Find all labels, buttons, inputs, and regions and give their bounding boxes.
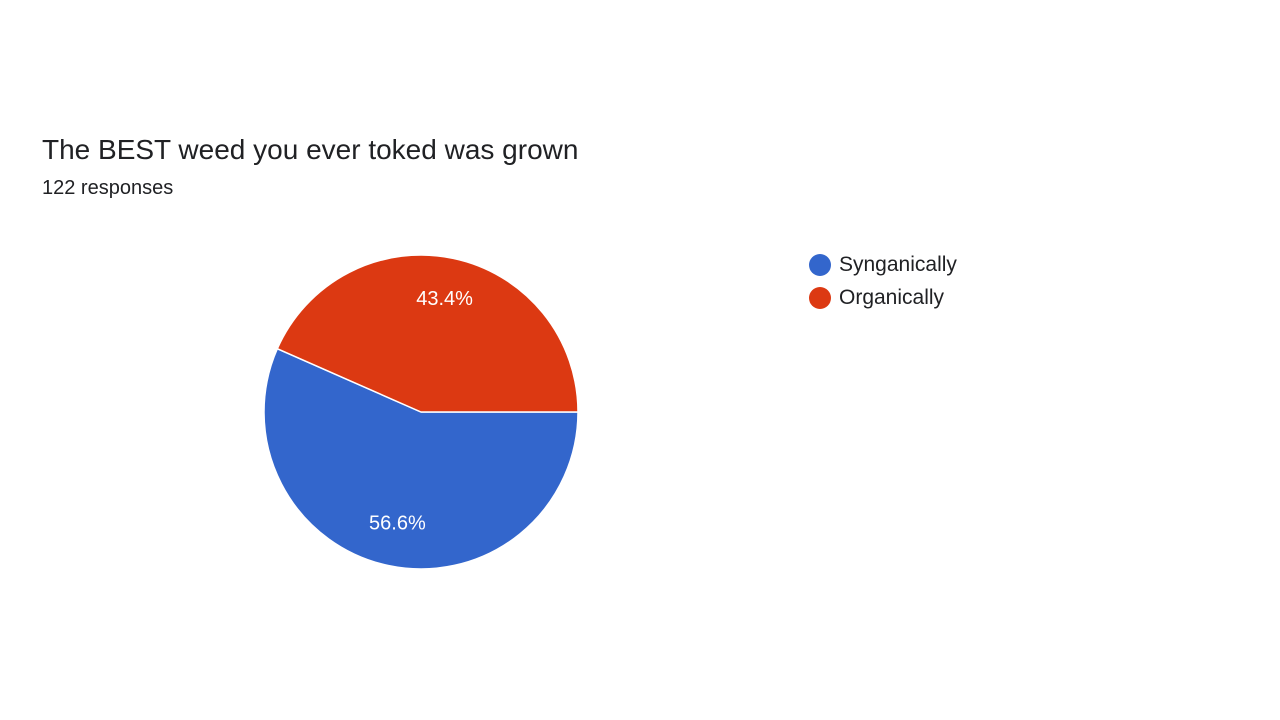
legend-label-organically: Organically	[839, 286, 945, 309]
pie-slice-label-organically: 43.4%	[416, 288, 473, 310]
legend-swatch-synganically	[809, 254, 831, 276]
legend: Synganically Organically	[809, 254, 957, 320]
chart-title: The BEST weed you ever toked was grown	[42, 134, 579, 165]
legend-swatch-organically	[809, 287, 831, 309]
legend-item-organically[interactable]: Organically	[809, 287, 957, 309]
legend-item-synganically[interactable]: Synganically	[809, 254, 957, 276]
response-count: 122 responses	[42, 177, 174, 199]
legend-label-synganically: Synganically	[839, 253, 957, 276]
pie-slice-organically[interactable]	[276, 254, 579, 413]
pie-slice-label-synganically: 56.6%	[369, 512, 426, 534]
pie-slice-synganically[interactable]	[263, 347, 579, 570]
